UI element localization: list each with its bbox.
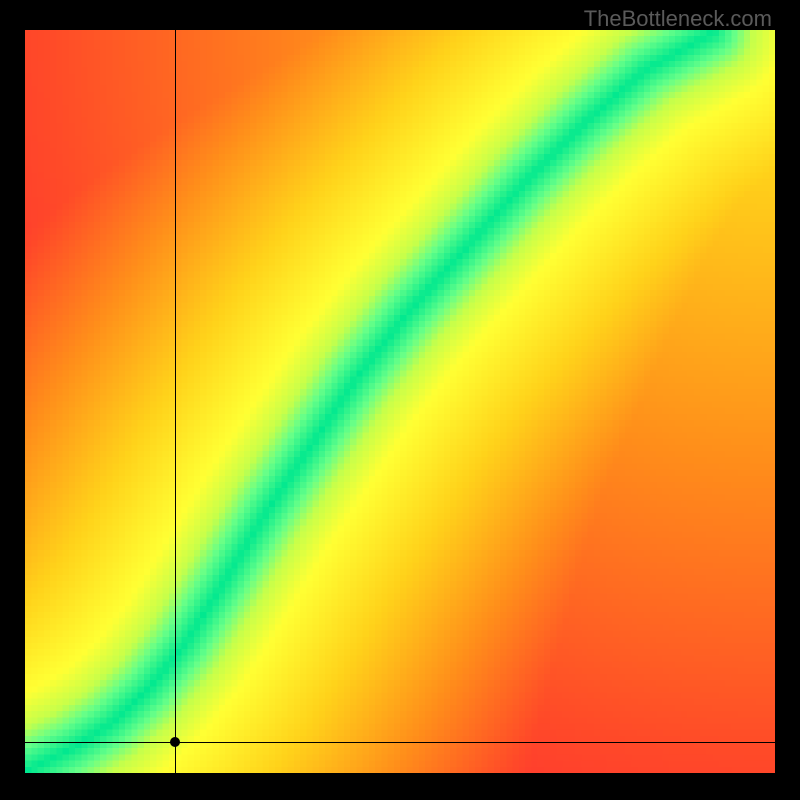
- crosshair-marker: [170, 737, 180, 747]
- crosshair-horizontal: [25, 742, 775, 743]
- crosshair-vertical: [175, 30, 176, 773]
- plot-area: [25, 30, 775, 773]
- watermark-label: TheBottleneck.com: [584, 6, 772, 32]
- chart-container: TheBottleneck.com: [0, 0, 800, 800]
- heatmap-canvas: [25, 30, 775, 773]
